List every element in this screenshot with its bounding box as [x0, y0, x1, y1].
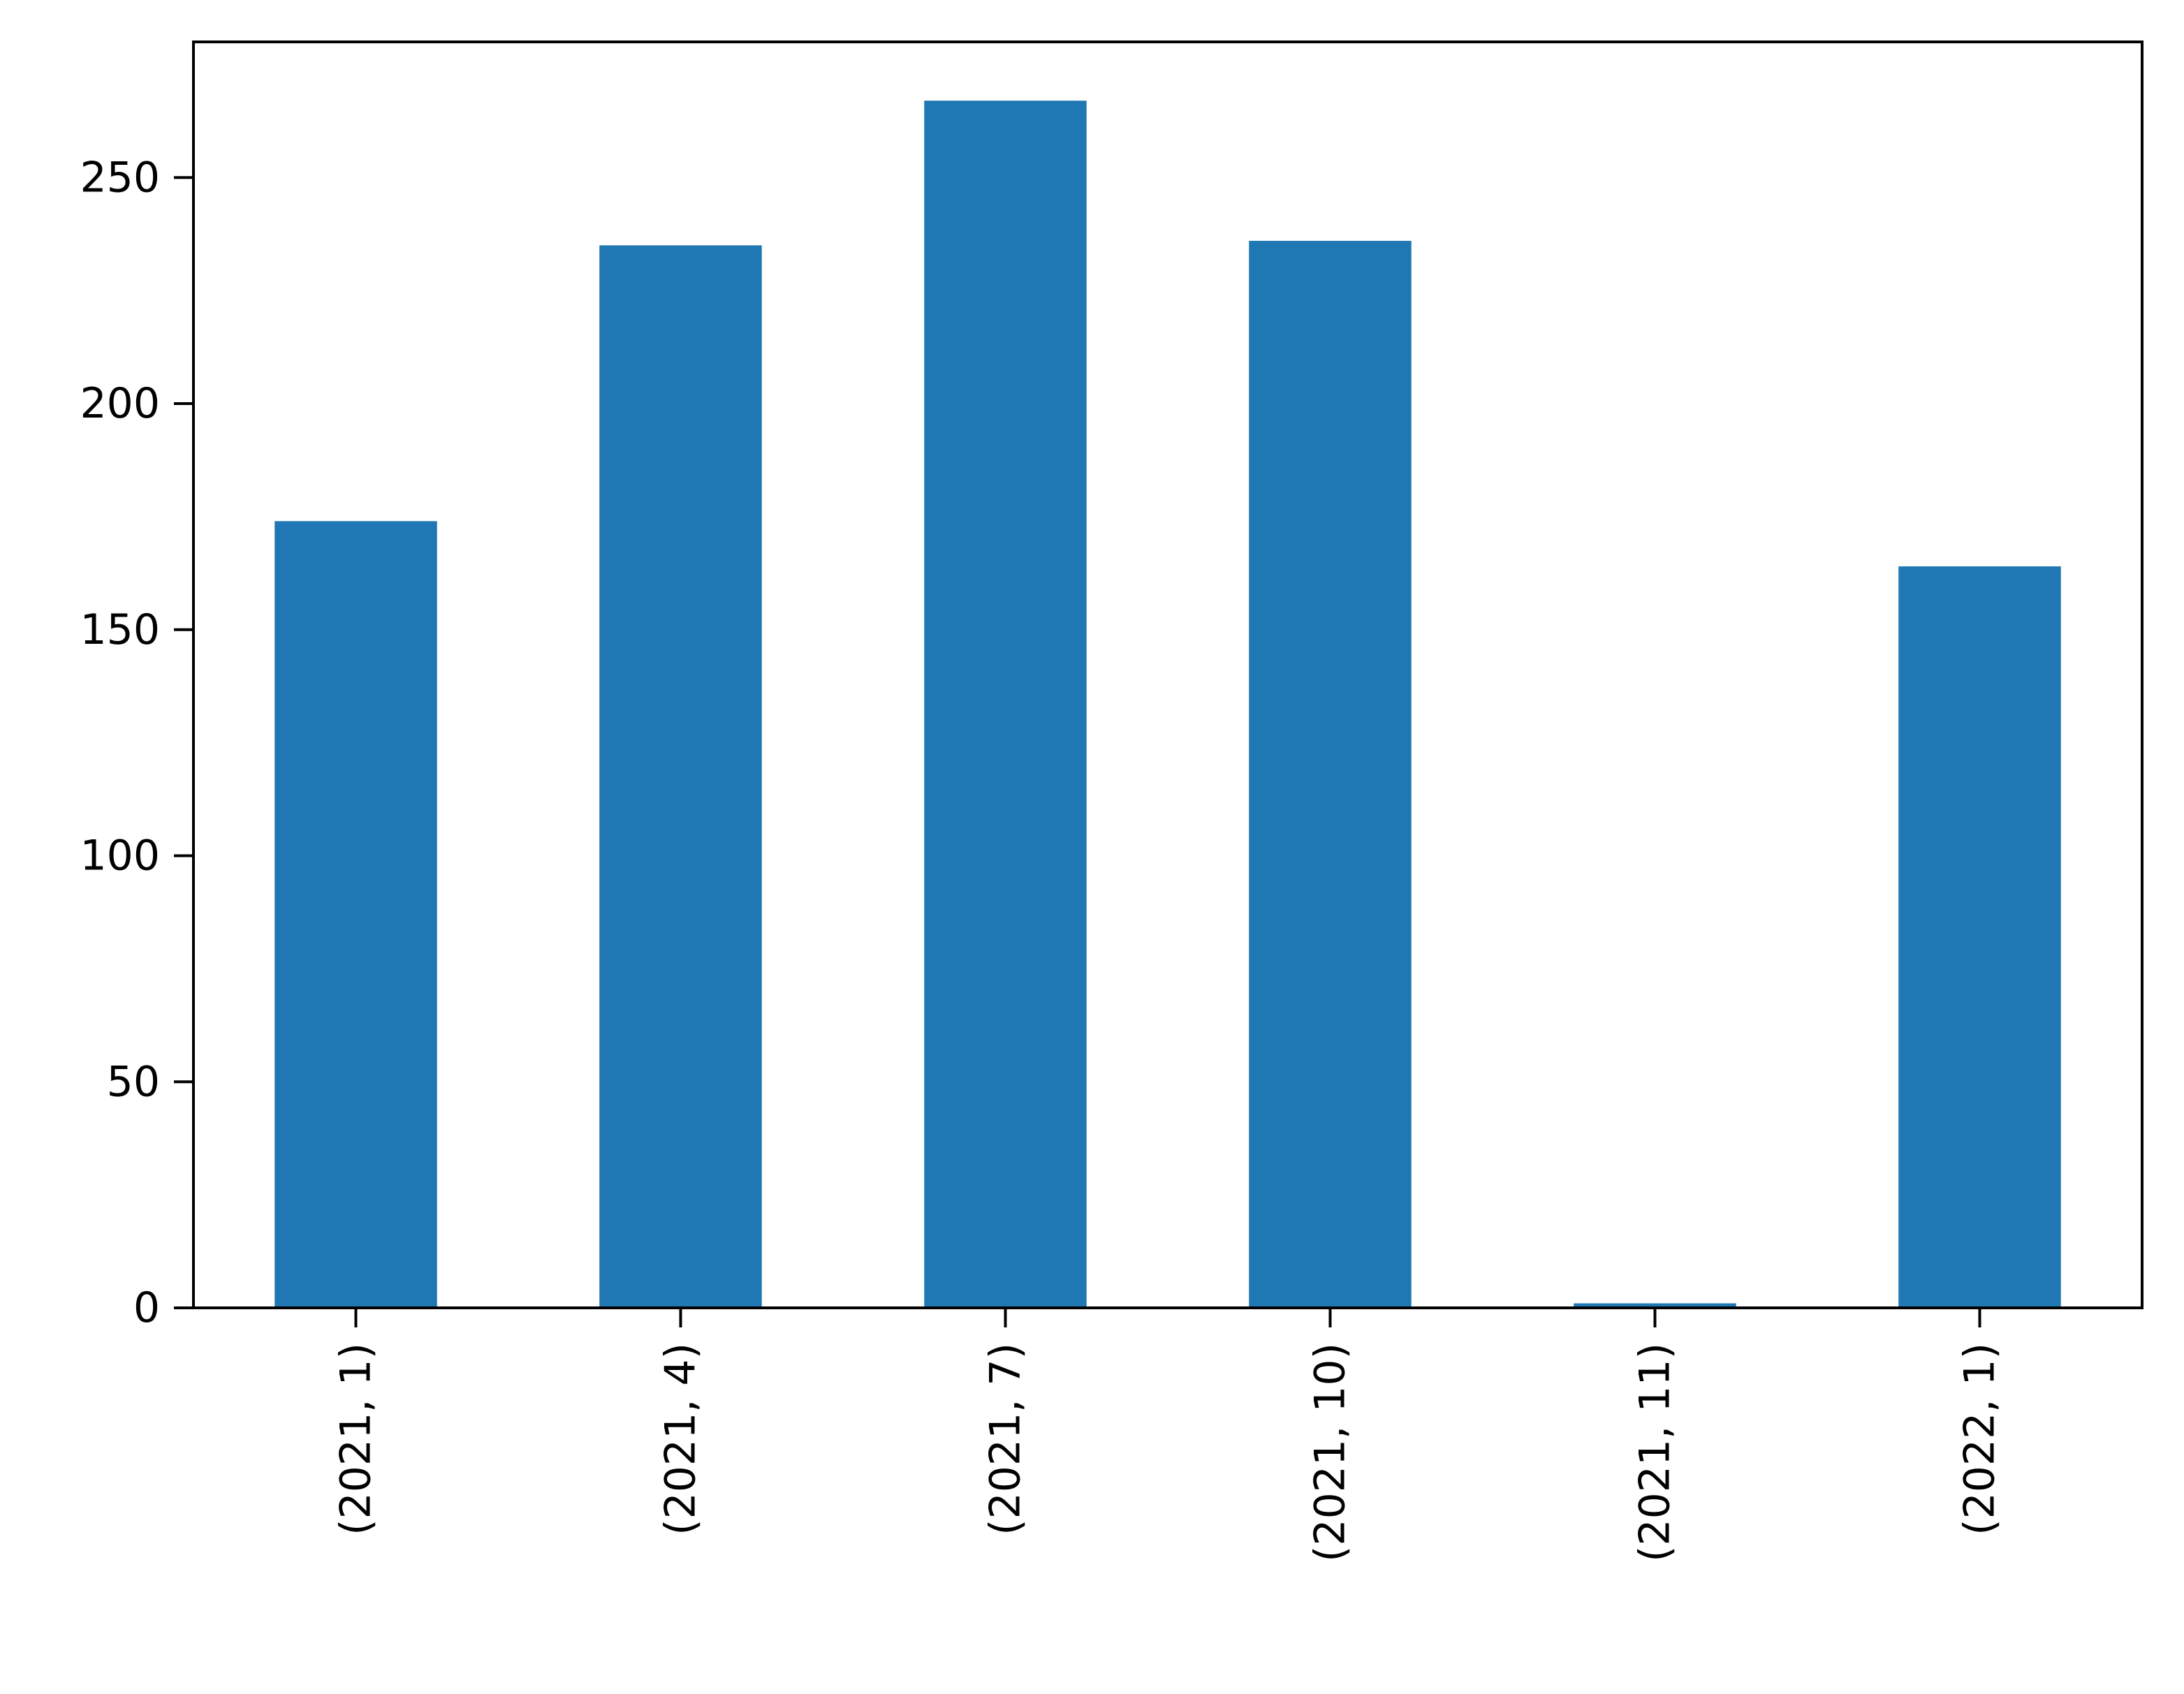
bar [1898, 566, 2061, 1308]
y-tick-label: 100 [80, 832, 160, 881]
x-tick-label: (2021, 7) [981, 1343, 1030, 1535]
bar [1574, 1303, 1736, 1308]
y-tick-label: 0 [133, 1283, 160, 1332]
x-tick-label: (2021, 11) [1631, 1343, 1680, 1562]
x-tick-label: (2021, 1) [332, 1343, 381, 1535]
x-tick-label: (2021, 10) [1306, 1343, 1355, 1562]
y-tick-label: 150 [80, 605, 160, 654]
x-tick-label: (2022, 1) [1956, 1343, 2005, 1535]
plot-frame [192, 40, 2143, 1309]
bar [599, 245, 762, 1308]
y-tick-label: 50 [107, 1057, 160, 1106]
x-axis: (2021, 1) (2021, 4) (2021, 7) (2021, 10) (20… [332, 1308, 2005, 1562]
x-tick-label: (2021, 4) [657, 1343, 705, 1535]
bar [274, 521, 437, 1308]
bar [924, 101, 1087, 1308]
bar [1249, 240, 1412, 1308]
bars-group [274, 101, 2061, 1308]
y-axis: 0 50 100 150 200 250 [80, 153, 193, 1332]
y-tick-label: 250 [80, 153, 160, 202]
y-tick-label: 200 [80, 379, 160, 428]
